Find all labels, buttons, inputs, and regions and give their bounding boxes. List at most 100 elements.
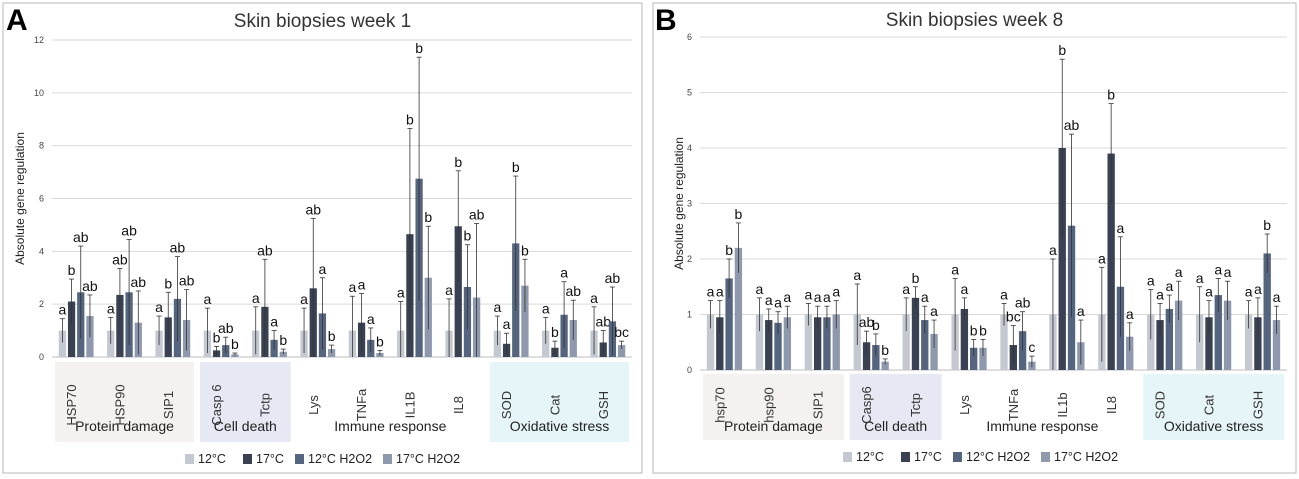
bar	[542, 330, 550, 357]
category-label: Tctp	[258, 393, 273, 417]
significance-letter: a	[319, 261, 327, 277]
significance-letter: a	[707, 284, 715, 300]
bar	[979, 347, 987, 370]
legend-swatch	[243, 454, 252, 464]
significance-letter: a	[921, 289, 929, 305]
significance-letter: a	[493, 299, 501, 315]
significance-letter: a	[1049, 242, 1057, 258]
category-label: SIP1	[161, 391, 176, 419]
bar	[911, 297, 920, 370]
y-tick-label: 8	[39, 141, 44, 151]
significance-letter: a	[58, 302, 66, 318]
category-label: TNFa	[354, 388, 369, 421]
significance-letter: a	[930, 303, 938, 319]
significance-letter: a	[1126, 306, 1134, 322]
bar	[1147, 314, 1155, 370]
significance-letter: ab	[257, 242, 273, 258]
significance-letter: b	[424, 209, 432, 225]
significance-letter: a	[1117, 220, 1125, 236]
legend-swatch	[1041, 452, 1050, 462]
group-label: Oxidative stress	[510, 418, 610, 434]
category-label: Cat	[548, 394, 563, 415]
significance-letter: a	[902, 281, 910, 297]
legend-label: 17°C	[914, 450, 942, 464]
significance-letter: a	[155, 299, 163, 315]
y-axis-label: Absolute gene regulation	[13, 132, 27, 265]
significance-letter: a	[951, 261, 959, 277]
significance-letter: b	[213, 329, 221, 345]
bar	[1058, 148, 1066, 370]
legend-label: 12°C H2O2	[966, 450, 1030, 464]
significance-letter: b	[551, 324, 559, 340]
bar	[813, 317, 822, 370]
category-label: Casp 6	[209, 384, 224, 425]
significance-letter: a	[445, 282, 453, 298]
legend-label: 17°C	[256, 452, 284, 466]
bar	[716, 317, 724, 370]
significance-letter: b	[279, 332, 287, 348]
bar	[58, 330, 67, 357]
bar	[725, 278, 733, 370]
significance-letter: a	[1196, 270, 1204, 286]
bar	[734, 247, 743, 370]
category-label: SOD	[1153, 391, 1168, 419]
significance-letter: ab	[73, 229, 89, 245]
group-label: Immune response	[334, 418, 446, 434]
legend-swatch	[901, 452, 910, 462]
legend-swatch	[185, 454, 194, 464]
y-tick-label: 1	[687, 310, 692, 320]
bar	[67, 301, 76, 357]
category-label: SIP1	[810, 391, 825, 419]
significance-letter: a	[716, 284, 724, 300]
category-label: SOD	[499, 391, 514, 419]
y-tick-label: 6	[39, 194, 44, 204]
significance-letter: ab	[170, 240, 186, 256]
bar	[1165, 308, 1174, 370]
significance-letter: b	[231, 336, 239, 352]
significance-letter: a	[756, 281, 764, 297]
bar	[804, 314, 813, 370]
significance-letter: a	[1273, 289, 1281, 305]
significance-letter: a	[853, 267, 861, 283]
bar	[617, 345, 626, 357]
significance-letter: a	[1147, 273, 1155, 289]
significance-letter: b	[881, 342, 889, 358]
bar	[1156, 320, 1164, 370]
significance-letter: ab	[605, 270, 621, 286]
significance-letter: a	[270, 314, 278, 330]
significance-letter: ab	[179, 273, 195, 289]
significance-letter: a	[1156, 286, 1164, 302]
significance-letter: a	[960, 281, 968, 297]
significance-letter: a	[765, 292, 773, 308]
significance-letter: a	[1000, 286, 1008, 302]
significance-letter: a	[590, 290, 598, 306]
significance-letter: ab	[121, 222, 137, 238]
significance-letter: a	[1224, 264, 1232, 280]
bar	[1107, 153, 1115, 370]
significance-letter: b	[415, 40, 423, 56]
group-label: Cell death	[864, 418, 927, 434]
bar	[970, 347, 978, 370]
significance-letter: a	[542, 300, 550, 316]
group-label: Oxidative stress	[1164, 418, 1264, 434]
chart-title: Skin biopsies week 1	[234, 11, 411, 32]
bar	[1263, 253, 1271, 370]
category-label: IL1b	[1055, 392, 1070, 417]
bar	[107, 330, 115, 357]
significance-letter: b	[454, 154, 462, 170]
significance-letter: a	[1165, 278, 1173, 294]
significance-letter: a	[1098, 250, 1106, 266]
bar	[1254, 317, 1262, 370]
significance-letter: ab	[859, 314, 875, 330]
y-tick-label: 6	[687, 32, 692, 42]
significance-letter: a	[1077, 303, 1085, 319]
bar	[832, 314, 840, 370]
bar	[454, 226, 462, 357]
category-label: Lys	[306, 395, 321, 415]
category-label: hsp90	[761, 387, 776, 422]
group-shade	[703, 374, 844, 440]
bar	[1174, 300, 1183, 370]
significance-letter: b	[1107, 87, 1115, 103]
significance-letter: b	[979, 322, 987, 338]
significance-letter: b	[725, 242, 733, 258]
